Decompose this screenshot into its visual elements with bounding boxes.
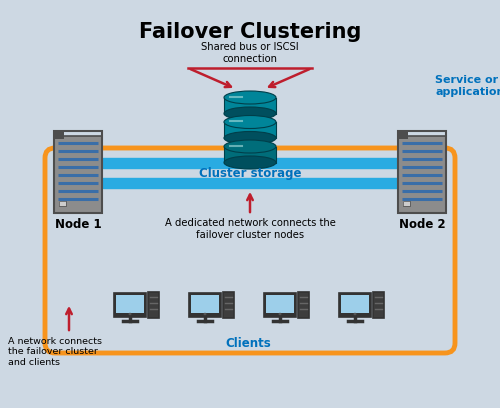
- FancyBboxPatch shape: [398, 131, 408, 139]
- Text: Node 1: Node 1: [54, 218, 102, 231]
- Ellipse shape: [224, 156, 276, 169]
- Bar: [266, 295, 294, 313]
- FancyBboxPatch shape: [114, 293, 146, 317]
- FancyBboxPatch shape: [189, 293, 221, 317]
- FancyBboxPatch shape: [54, 131, 64, 139]
- Text: Clients: Clients: [225, 337, 271, 350]
- Bar: [403, 201, 410, 206]
- Ellipse shape: [224, 107, 276, 120]
- Ellipse shape: [354, 313, 356, 315]
- Bar: [341, 295, 369, 313]
- FancyBboxPatch shape: [54, 136, 102, 213]
- Text: Service or
application: Service or application: [435, 75, 500, 97]
- Bar: [403, 201, 410, 206]
- Bar: [59, 201, 66, 206]
- Bar: [224, 122, 276, 138]
- Bar: [224, 98, 276, 113]
- Ellipse shape: [204, 313, 206, 315]
- Ellipse shape: [278, 313, 281, 315]
- FancyBboxPatch shape: [223, 292, 234, 318]
- FancyBboxPatch shape: [339, 293, 371, 317]
- FancyBboxPatch shape: [148, 292, 159, 318]
- Bar: [59, 201, 66, 206]
- Ellipse shape: [128, 313, 132, 315]
- FancyBboxPatch shape: [373, 292, 384, 318]
- Ellipse shape: [224, 115, 276, 129]
- Text: Shared bus or ISCSI
connection: Shared bus or ISCSI connection: [201, 42, 299, 64]
- Bar: [224, 146, 276, 162]
- Text: Node 2: Node 2: [398, 218, 446, 231]
- Text: A dedicated network connects the
failover cluster nodes: A dedicated network connects the failove…: [164, 218, 336, 239]
- Text: Cluster storage: Cluster storage: [199, 167, 301, 180]
- FancyBboxPatch shape: [398, 136, 446, 213]
- FancyBboxPatch shape: [264, 293, 296, 317]
- Bar: [191, 295, 219, 313]
- Ellipse shape: [224, 91, 276, 104]
- FancyBboxPatch shape: [298, 292, 309, 318]
- Ellipse shape: [224, 140, 276, 153]
- Text: Failover Clustering: Failover Clustering: [139, 22, 361, 42]
- Text: A network connects
the failover cluster
and clients: A network connects the failover cluster …: [8, 337, 102, 367]
- Bar: [116, 295, 144, 313]
- Ellipse shape: [224, 131, 276, 144]
